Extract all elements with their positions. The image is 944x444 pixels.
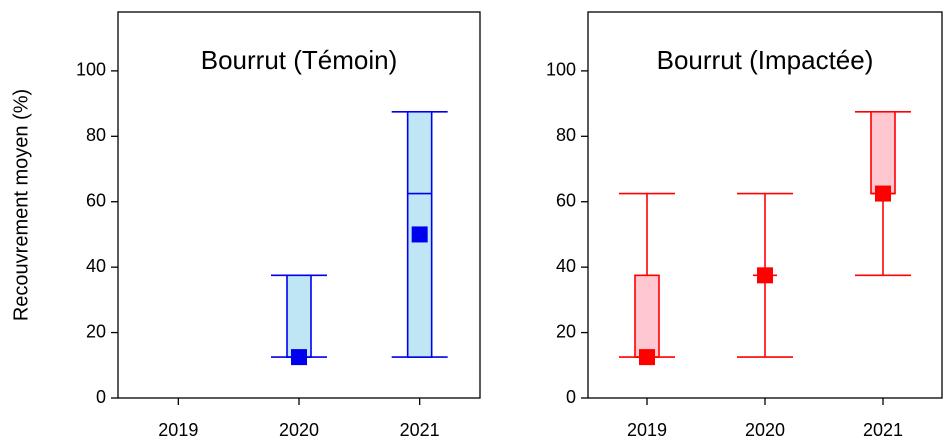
box <box>634 274 660 358</box>
y-tick-label: 80 <box>86 125 106 145</box>
box <box>286 274 312 358</box>
y-tick-label: 80 <box>556 125 576 145</box>
panel-title: Bourrut (Impactée) <box>657 45 874 75</box>
x-tick-label: 2021 <box>863 420 903 440</box>
mean-marker <box>411 226 428 243</box>
y-tick-label: 20 <box>556 321 576 341</box>
x-tick-label: 2021 <box>400 420 440 440</box>
y-tick-label: 100 <box>76 60 106 80</box>
mean-marker <box>875 185 891 202</box>
mean-marker <box>757 267 773 284</box>
y-tick-label: 0 <box>566 387 576 407</box>
y-tick-label: 60 <box>556 190 576 210</box>
y-tick-label: 60 <box>86 190 106 210</box>
y-tick-label: 40 <box>86 256 106 276</box>
y-tick-label: 0 <box>96 387 106 407</box>
y-tick-label: 20 <box>86 321 106 341</box>
y-axis-label: Recouvrement moyen (%) <box>10 89 32 321</box>
x-tick-label: 2020 <box>745 420 785 440</box>
y-tick-label: 100 <box>546 60 576 80</box>
panel-title: Bourrut (Témoin) <box>201 45 398 75</box>
x-tick-label: 2020 <box>279 420 319 440</box>
x-tick-label: 2019 <box>158 420 198 440</box>
box <box>870 110 896 195</box>
mean-marker <box>639 349 655 366</box>
x-tick-label: 2019 <box>627 420 667 440</box>
mean-marker <box>291 349 307 366</box>
y-tick-label: 40 <box>556 256 576 276</box>
